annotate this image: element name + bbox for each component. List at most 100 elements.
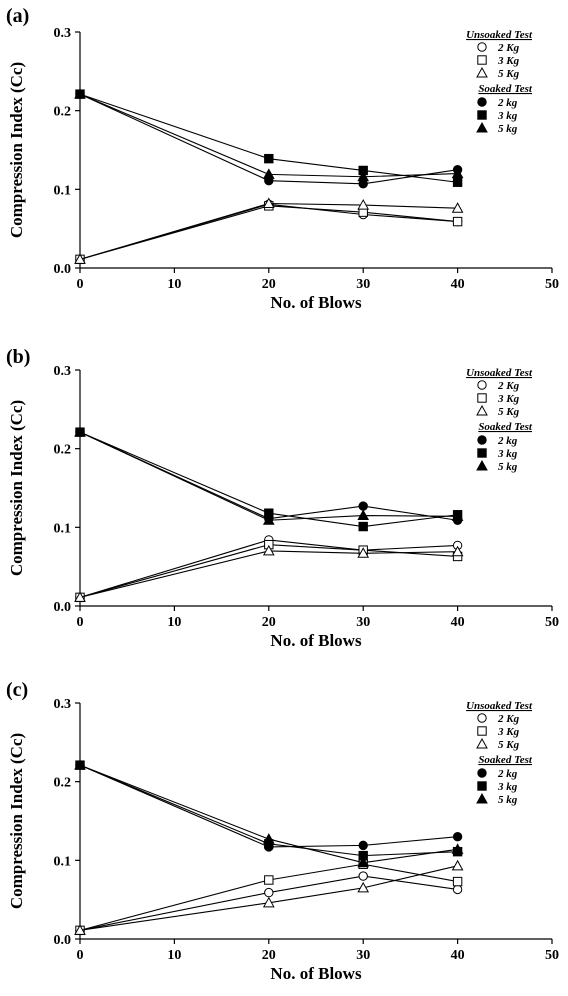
data-point-circle-filled (358, 501, 368, 511)
legend-label: 2 Kg (497, 42, 520, 54)
legend-label: 2 Kg (497, 713, 520, 725)
x-tick-label: 50 (545, 615, 559, 630)
series-line-square-filled (79, 93, 458, 183)
x-axis-title: No. of Blows (270, 293, 362, 312)
y-tick-label: 0.0 (54, 262, 72, 277)
x-tick-label: 40 (451, 615, 465, 630)
y-tick-label: 0.2 (54, 105, 72, 120)
data-point-triangle-open (357, 547, 370, 558)
series-line-square-open (79, 205, 458, 260)
legend-marker-square-open (477, 393, 487, 403)
series-line-circle-open (79, 875, 458, 931)
data-point-triangle-filled (262, 833, 275, 844)
data-point-triangle-filled (74, 426, 86, 437)
legend-label: 5 Kg (498, 406, 520, 418)
legend-marker-triangle-open (476, 737, 488, 749)
x-tick-label: 30 (356, 277, 370, 292)
data-point-triangle-open (262, 896, 275, 908)
data-point-square-filled (358, 521, 368, 532)
y-axis-title: Compression Index (Cc) (7, 733, 26, 909)
x-tick-label: 50 (545, 277, 559, 292)
data-point-triangle-open (357, 881, 370, 893)
y-tick-label: 0.0 (54, 933, 72, 948)
legend-marker-circle-filled (477, 97, 487, 107)
legend-marker-triangle-open (476, 66, 488, 78)
x-tick-label: 20 (262, 277, 276, 292)
series-line-square-filled (79, 764, 458, 857)
data-point-circle-open (358, 871, 368, 881)
legend-label: 3 Kg (497, 726, 520, 738)
legend-marker-circle-open (477, 713, 487, 723)
legend-label: 3 Kg (497, 55, 520, 67)
data-point-triangle-filled (357, 509, 370, 521)
x-tick-label: 10 (167, 277, 181, 292)
legend-marker-circle-filled (477, 768, 487, 778)
panel-label-c: (c) (6, 679, 28, 701)
x-tick-label: 10 (167, 615, 181, 630)
panel-label-a: (a) (6, 5, 29, 27)
data-point-triangle-open (262, 197, 275, 208)
y-tick-label: 0.3 (54, 697, 72, 712)
series-line-square-filled (79, 431, 458, 528)
x-tick-label: 0 (77, 277, 84, 292)
data-point-triangle-open (357, 199, 370, 210)
data-point-triangle-filled (451, 510, 464, 521)
series-line-circle-filled (79, 764, 458, 848)
legend-marker-circle-open (477, 42, 487, 52)
legend-label: 3 kg (497, 448, 518, 460)
data-point-triangle-filled (262, 168, 275, 179)
legend-label: 2 kg (497, 97, 518, 109)
y-tick-label: 0.1 (54, 183, 72, 198)
data-point-triangle-open (451, 202, 464, 213)
data-point-triangle-open (451, 859, 464, 871)
data-point-square-open (452, 876, 463, 887)
y-tick-label: 0.2 (54, 776, 72, 791)
chart-panel-b: (b) 0.0 0.1 0.2 0.3 0 10 20 30 40 50 No. of Blows Co… (6, 346, 559, 650)
y-tick-label: 0.3 (54, 26, 72, 41)
legend-group-title: Unsoaked Test (466, 367, 533, 379)
data-point-circle-open (452, 884, 463, 895)
x-tick-label: 50 (545, 948, 559, 963)
series-line-triangle-open (79, 202, 458, 260)
legend-group-title: Unsoaked Test (466, 29, 533, 41)
chart-panel-c: (c) 0.0 0.1 0.2 0.3 0 10 20 30 40 50 No. of Blows Co… (6, 679, 559, 983)
series-line-triangle-open (79, 865, 458, 931)
legend-marker-circle-open (477, 380, 487, 390)
legend-label: 3 kg (497, 110, 518, 122)
chart-panel-a: (a) 0.0 0.1 0.2 0.3 0 10 20 30 40 50 No. of Blows Co… (6, 5, 559, 312)
x-tick-label: 20 (262, 948, 276, 963)
y-tick-label: 0.3 (54, 364, 72, 379)
legend-marker-square-open (477, 55, 487, 65)
legend-label: 5 kg (498, 794, 518, 806)
series-line-triangle-open (79, 550, 458, 598)
legend-marker-triangle-filled (476, 792, 488, 804)
legend-label: 2 Kg (497, 380, 520, 392)
series-line-triangle-filled (79, 93, 458, 178)
panel-label-b: (b) (6, 346, 30, 368)
legend-label: 5 Kg (498, 739, 520, 751)
series-line-circle-open (79, 203, 458, 260)
data-point-triangle-filled (74, 759, 86, 770)
legend-label: 5 kg (498, 123, 518, 135)
x-tick-label: 20 (262, 615, 276, 630)
x-tick-label: 10 (167, 948, 181, 963)
y-tick-label: 0.1 (54, 521, 72, 536)
legend-group-title: Soaked Test (478, 754, 533, 766)
legend-label: 5 Kg (498, 68, 520, 80)
y-tick-label: 0.0 (54, 600, 72, 615)
x-tick-label: 0 (77, 948, 84, 963)
data-point-square-filled (452, 177, 463, 187)
data-point-triangle-open (74, 253, 86, 264)
series-line-square-open (79, 544, 458, 598)
legend-marker-square-filled (477, 781, 487, 791)
data-point-triangle-open (74, 591, 86, 602)
legend-marker-triangle-filled (476, 459, 488, 471)
legend-label: 3 Kg (497, 393, 520, 405)
x-axis-title: No. of Blows (270, 631, 362, 650)
data-point-triangle-open (451, 545, 464, 557)
x-tick-label: 30 (356, 948, 370, 963)
legend-marker-circle-filled (477, 435, 487, 445)
